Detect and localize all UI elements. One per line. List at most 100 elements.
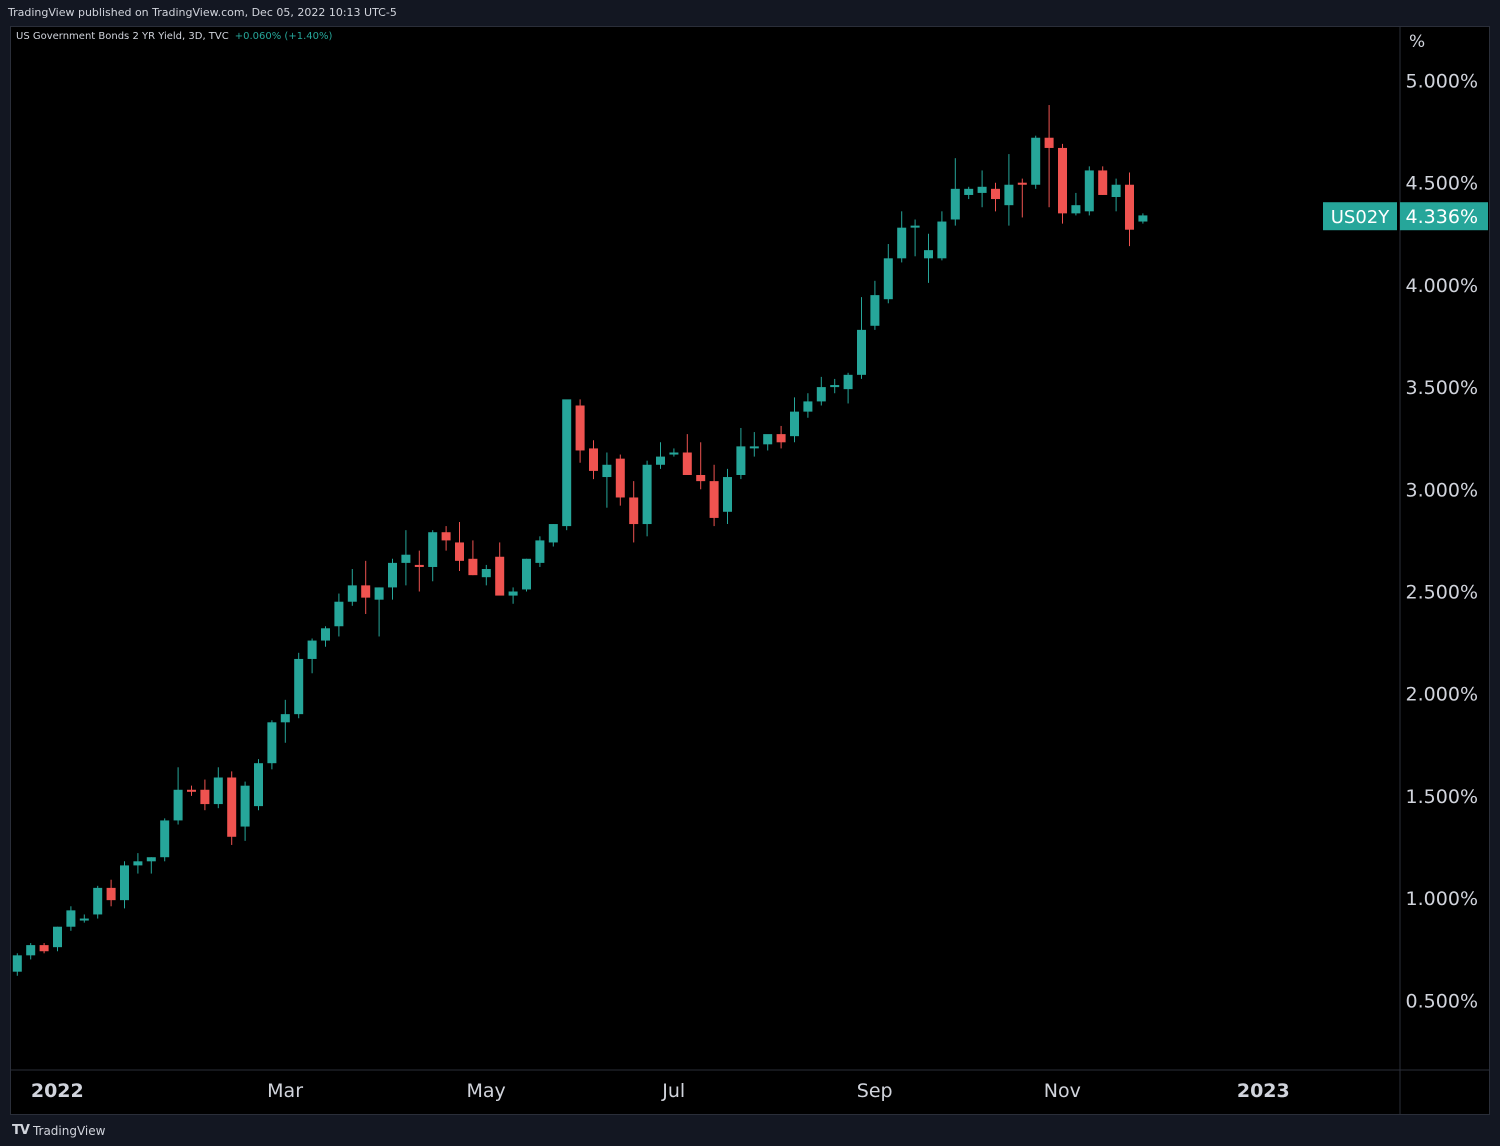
candle[interactable] (12, 953, 22, 976)
candle[interactable] (642, 460, 652, 537)
candle[interactable] (615, 454, 625, 506)
candle[interactable] (522, 558, 531, 592)
candle[interactable] (26, 943, 36, 960)
candle[interactable] (213, 767, 223, 809)
candle[interactable] (187, 785, 196, 796)
candle[interactable] (106, 879, 116, 907)
candle[interactable] (843, 372, 853, 404)
candle[interactable] (334, 593, 344, 637)
candle[interactable] (776, 425, 786, 449)
candle-body (361, 585, 371, 598)
candle[interactable] (696, 442, 706, 490)
candle[interactable] (857, 297, 866, 379)
candle[interactable] (280, 699, 290, 743)
candle[interactable] (66, 906, 76, 931)
candle[interactable] (1125, 172, 1134, 247)
candle-body (240, 785, 250, 827)
candle-body (870, 295, 880, 326)
candle[interactable] (816, 376, 826, 406)
candle[interactable] (173, 767, 183, 825)
candle[interactable] (240, 781, 250, 841)
candle[interactable] (1058, 143, 1067, 224)
last-price-box (1400, 202, 1488, 231)
candle[interactable] (790, 397, 799, 443)
candle[interactable] (1004, 154, 1014, 226)
candle[interactable] (1138, 213, 1148, 224)
candle[interactable] (682, 434, 692, 475)
candle[interactable] (495, 542, 505, 596)
candle[interactable] (1098, 166, 1108, 195)
candle-body (200, 789, 210, 805)
candle[interactable] (1017, 178, 1027, 218)
candle[interactable] (910, 219, 920, 257)
candle[interactable] (160, 818, 170, 862)
candle[interactable] (977, 170, 987, 208)
candle[interactable] (1044, 105, 1054, 208)
candle[interactable] (656, 442, 665, 469)
candle[interactable] (133, 853, 143, 874)
y-tick-label: 0.500% (1406, 990, 1478, 1012)
candle[interactable] (481, 564, 491, 586)
candle-body (441, 532, 451, 541)
candle[interactable] (803, 393, 813, 418)
candle[interactable] (669, 448, 679, 457)
candle[interactable] (830, 378, 840, 394)
candle[interactable] (897, 211, 907, 263)
candle-body (1071, 205, 1081, 214)
candle[interactable] (575, 399, 585, 463)
candle-body (481, 569, 491, 578)
candle[interactable] (950, 158, 960, 226)
last-price-marker: US02Y 4.336% (1323, 202, 1488, 231)
candle[interactable] (964, 186, 974, 200)
candle[interactable] (374, 587, 384, 637)
candle[interactable] (723, 468, 732, 525)
candle[interactable] (508, 587, 518, 604)
candle[interactable] (294, 652, 304, 719)
candle[interactable] (1111, 178, 1121, 212)
candle[interactable] (602, 452, 612, 508)
candle[interactable] (629, 481, 639, 543)
candle-body (1111, 184, 1121, 198)
y-tick-label: 3.500% (1406, 377, 1478, 399)
candle[interactable] (347, 569, 357, 606)
candle[interactable] (93, 885, 103, 919)
candle[interactable] (267, 720, 277, 770)
candle[interactable] (736, 427, 746, 480)
candle[interactable] (361, 560, 371, 614)
candle[interactable] (709, 464, 719, 527)
candle[interactable] (468, 540, 478, 576)
candle[interactable] (428, 530, 438, 582)
candle[interactable] (200, 779, 210, 811)
candle[interactable] (414, 550, 424, 592)
candle[interactable] (883, 244, 893, 304)
candle[interactable] (146, 857, 156, 874)
candle[interactable] (120, 861, 129, 909)
candle[interactable] (763, 434, 773, 451)
candle[interactable] (924, 233, 933, 283)
candle[interactable] (589, 440, 598, 480)
candle[interactable] (321, 626, 330, 647)
candle[interactable] (455, 522, 464, 572)
candle[interactable] (937, 211, 947, 261)
candle[interactable] (548, 524, 558, 547)
candle[interactable] (39, 943, 49, 954)
candle[interactable] (535, 536, 545, 567)
candle[interactable] (401, 530, 411, 586)
candle[interactable] (441, 526, 451, 551)
candle[interactable] (53, 926, 62, 952)
candle-body (883, 258, 893, 300)
candle[interactable] (307, 638, 317, 674)
candle[interactable] (870, 280, 880, 330)
candle[interactable] (1071, 192, 1081, 216)
candle[interactable] (562, 399, 572, 531)
candle[interactable] (388, 558, 397, 600)
candle[interactable] (991, 182, 1000, 212)
candle[interactable] (227, 771, 237, 845)
candle[interactable] (79, 914, 89, 923)
candle[interactable] (254, 759, 263, 811)
candle[interactable] (749, 432, 759, 457)
tradingview-logo[interactable]: TV TradingView (12, 1116, 105, 1146)
candle[interactable] (1084, 166, 1094, 216)
candle[interactable] (1031, 135, 1041, 189)
